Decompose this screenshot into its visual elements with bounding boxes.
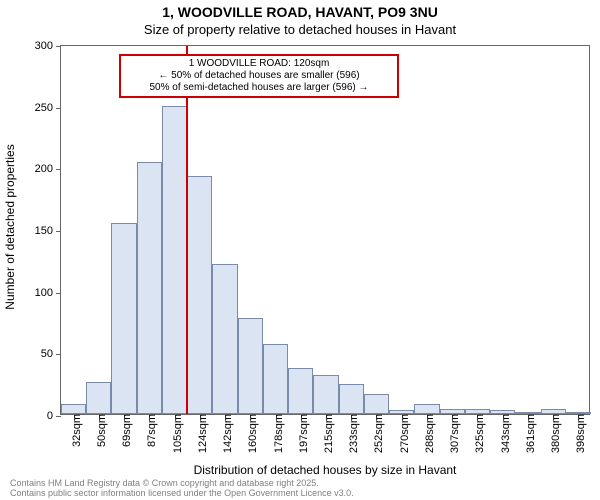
highlight-line bbox=[186, 46, 188, 414]
x-tick-label: 178sqm bbox=[267, 414, 285, 453]
chart-title-sub: Size of property relative to detached ho… bbox=[0, 22, 600, 37]
x-tick-label: 288sqm bbox=[418, 414, 436, 453]
x-tick-label: 361sqm bbox=[519, 414, 537, 453]
histogram-bar bbox=[137, 162, 162, 414]
histogram-bar bbox=[288, 368, 313, 414]
histogram-bar bbox=[61, 404, 86, 414]
footer-line-2: Contains public sector information licen… bbox=[10, 488, 354, 498]
chart-container: { "title": { "main": "1, WOODVILLE ROAD,… bbox=[0, 0, 600, 500]
x-tick-label: 105sqm bbox=[166, 414, 184, 453]
x-tick-label: 50sqm bbox=[90, 414, 108, 447]
x-tick-label: 343sqm bbox=[494, 414, 512, 453]
y-tick-label: 200 bbox=[35, 163, 61, 175]
x-tick-label: 270sqm bbox=[393, 414, 411, 453]
annotation-line-1: 1 WOODVILLE ROAD: 120sqm bbox=[127, 58, 391, 70]
x-tick-label: 233sqm bbox=[342, 414, 360, 453]
histogram-bar bbox=[111, 223, 136, 414]
y-axis-label: Number of detached properties bbox=[3, 127, 17, 327]
x-tick-label: 215sqm bbox=[317, 414, 335, 453]
histogram-bar bbox=[212, 264, 237, 414]
highlight-annotation-box: 1 WOODVILLE ROAD: 120sqm ← 50% of detach… bbox=[119, 54, 399, 98]
y-tick-label: 50 bbox=[41, 348, 61, 360]
y-tick-label: 150 bbox=[35, 225, 61, 237]
x-tick-label: 87sqm bbox=[140, 414, 158, 447]
histogram-bar bbox=[187, 176, 212, 414]
x-tick-label: 307sqm bbox=[443, 414, 461, 453]
x-tick-label: 142sqm bbox=[216, 414, 234, 453]
footer-line-1: Contains HM Land Registry data © Crown c… bbox=[10, 478, 354, 488]
histogram-bar bbox=[313, 375, 338, 414]
histogram-bar bbox=[364, 394, 389, 414]
x-tick-label: 69sqm bbox=[115, 414, 133, 447]
histogram-bar bbox=[263, 344, 288, 414]
y-tick-label: 0 bbox=[47, 410, 61, 422]
footer-attribution: Contains HM Land Registry data © Crown c… bbox=[10, 478, 354, 498]
x-tick-label: 124sqm bbox=[191, 414, 209, 453]
histogram-bar bbox=[238, 318, 263, 414]
y-tick-label: 300 bbox=[35, 40, 61, 52]
histogram-bar bbox=[414, 404, 439, 414]
annotation-line-3: 50% of semi-detached houses are larger (… bbox=[127, 82, 391, 94]
annotation-line-2: ← 50% of detached houses are smaller (59… bbox=[127, 70, 391, 82]
plot-area: 05010015020025030032sqm50sqm69sqm87sqm10… bbox=[60, 45, 590, 415]
x-axis-label: Distribution of detached houses by size … bbox=[60, 463, 590, 477]
x-tick-label: 160sqm bbox=[241, 414, 259, 453]
x-tick-label: 197sqm bbox=[292, 414, 310, 453]
y-tick-label: 250 bbox=[35, 102, 61, 114]
x-tick-label: 252sqm bbox=[367, 414, 385, 453]
x-tick-label: 32sqm bbox=[65, 414, 83, 447]
x-tick-label: 398sqm bbox=[569, 414, 587, 453]
x-tick-label: 380sqm bbox=[544, 414, 562, 453]
histogram-bar bbox=[86, 382, 111, 414]
y-tick-label: 100 bbox=[35, 287, 61, 299]
chart-title-main: 1, WOODVILLE ROAD, HAVANT, PO9 3NU bbox=[0, 4, 600, 20]
x-tick-label: 325sqm bbox=[468, 414, 486, 453]
histogram-bar bbox=[339, 384, 364, 414]
histogram-bar bbox=[162, 106, 187, 414]
